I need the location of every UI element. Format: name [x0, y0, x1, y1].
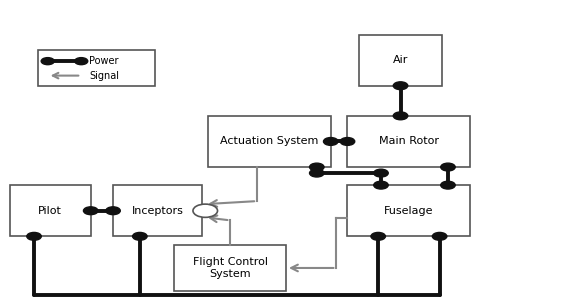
Circle shape: [132, 233, 147, 240]
Circle shape: [340, 137, 355, 145]
FancyBboxPatch shape: [358, 35, 443, 86]
FancyBboxPatch shape: [347, 185, 470, 236]
Circle shape: [374, 181, 388, 189]
Text: Inceptors: Inceptors: [132, 206, 183, 216]
Circle shape: [193, 204, 218, 217]
Circle shape: [441, 163, 455, 171]
Circle shape: [324, 137, 338, 145]
Text: Main Rotor: Main Rotor: [379, 136, 439, 147]
Text: Signal: Signal: [89, 71, 119, 81]
Circle shape: [374, 169, 388, 177]
Circle shape: [441, 181, 455, 189]
Circle shape: [310, 169, 324, 177]
FancyBboxPatch shape: [347, 116, 470, 167]
Circle shape: [84, 207, 98, 215]
FancyBboxPatch shape: [174, 245, 286, 291]
Text: Air: Air: [393, 55, 408, 65]
Circle shape: [27, 233, 42, 240]
Circle shape: [75, 58, 88, 65]
Text: Actuation System: Actuation System: [220, 136, 319, 147]
Circle shape: [393, 82, 408, 90]
Circle shape: [310, 163, 324, 171]
Circle shape: [433, 233, 447, 240]
FancyBboxPatch shape: [10, 185, 91, 236]
Circle shape: [393, 112, 408, 120]
Text: Flight Control
System: Flight Control System: [193, 257, 268, 279]
Text: Power: Power: [89, 56, 118, 66]
FancyBboxPatch shape: [113, 185, 203, 236]
Text: Fuselage: Fuselage: [384, 206, 434, 216]
Circle shape: [41, 58, 54, 65]
Circle shape: [371, 233, 385, 240]
FancyBboxPatch shape: [38, 50, 155, 86]
Text: Pilot: Pilot: [38, 206, 62, 216]
FancyBboxPatch shape: [208, 116, 331, 167]
Circle shape: [106, 207, 120, 215]
